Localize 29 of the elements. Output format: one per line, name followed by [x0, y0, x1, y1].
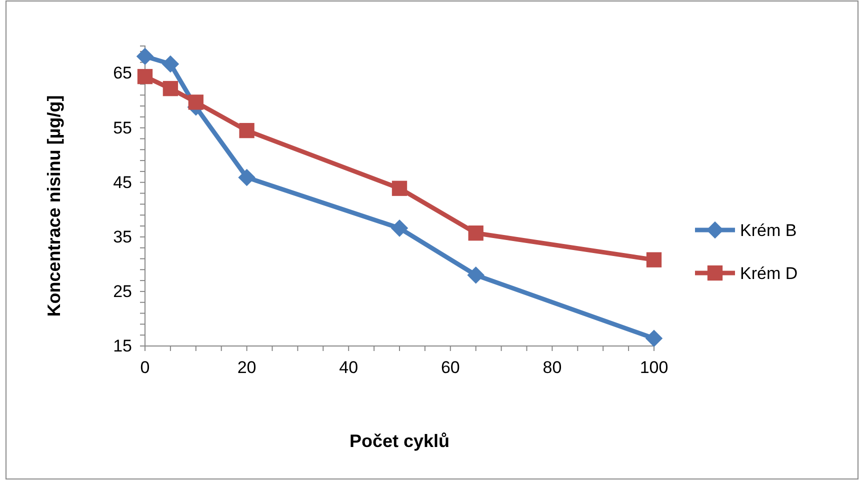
x-tick-label: 20: [237, 358, 256, 378]
point: [467, 266, 484, 284]
x-tick-label: 100: [640, 358, 668, 378]
y-tick-label: 55: [113, 118, 132, 138]
point: [239, 122, 254, 138]
legend-label: Krém D: [740, 264, 798, 283]
y-tick-label: 15: [113, 336, 132, 356]
point: [137, 68, 153, 84]
x-tick-label: 40: [339, 358, 358, 378]
x-axis-title: Počet cyklů: [349, 431, 450, 451]
point: [162, 55, 180, 73]
y-tick-label: 35: [113, 227, 132, 246]
point: [390, 220, 408, 237]
point: [645, 330, 663, 347]
x-tick-label: 80: [542, 358, 562, 378]
point: [188, 94, 204, 110]
legend-label: Krém B: [740, 221, 797, 240]
x-tick-label: 60: [440, 358, 460, 378]
point: [136, 48, 154, 65]
x-tick-label: 0: [140, 358, 150, 378]
y-tick-label: 45: [113, 172, 132, 192]
y-tick-label: 65: [113, 64, 132, 83]
point: [468, 226, 484, 241]
point: [392, 180, 408, 196]
y-axis-title: Koncentrace nisinu [µg/g]: [44, 95, 64, 317]
y-tick-label: 25: [113, 282, 132, 301]
point: [646, 252, 662, 268]
point: [162, 80, 178, 96]
point: [238, 168, 256, 186]
